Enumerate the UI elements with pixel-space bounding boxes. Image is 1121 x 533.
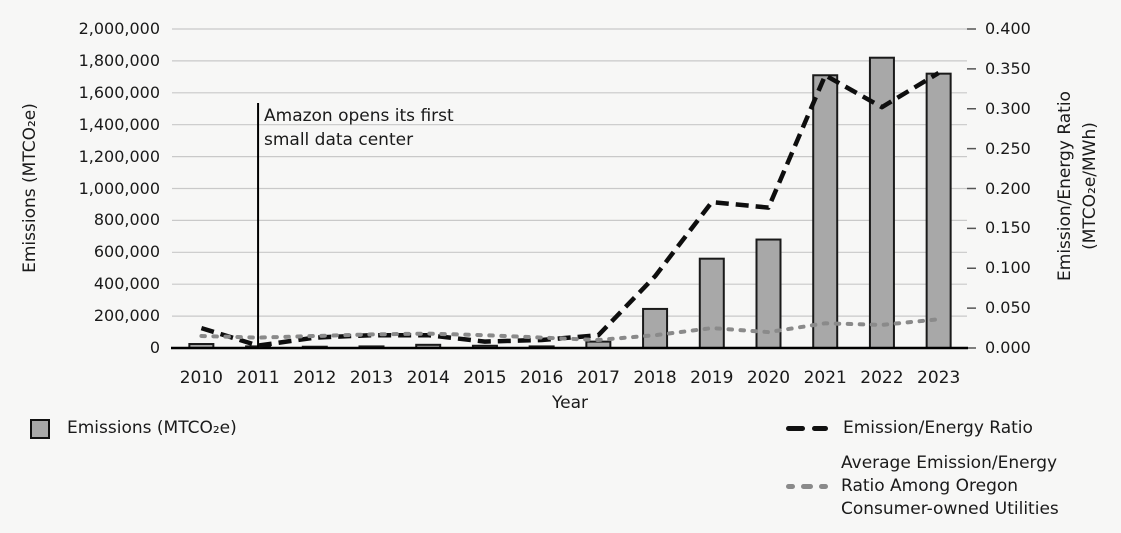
x-tick-label: 2017: [576, 368, 620, 388]
x-tick-label: 2020: [746, 368, 791, 388]
y-left-tick-label: 1,000,000: [78, 178, 160, 198]
y-left-tick-label: 600,000: [93, 242, 160, 262]
x-tick-label: 2019: [690, 368, 734, 388]
y-axis-right-title: Emission/Energy Ratio (MTCO₂e/MWh): [1053, 91, 1103, 281]
x-axis-title: Year: [552, 393, 588, 413]
y-axis-right-title-line1: Emission/Energy Ratio: [1055, 91, 1075, 281]
y-right-tick-label: 0.200: [985, 178, 1031, 198]
x-tick-label: 2011: [236, 368, 280, 388]
y-axis-right-title-line2: (MTCO₂e/MWh): [1080, 122, 1100, 250]
legend-bar-swatch-icon: [30, 418, 50, 439]
y-left-tick-label: 200,000: [93, 306, 160, 326]
y-left-tick-label: 1,800,000: [78, 50, 160, 70]
y-right-tick-label: 0.400: [985, 19, 1031, 38]
y-right-tick-label: 0.250: [985, 138, 1031, 158]
y-left-tick-label: 1,600,000: [78, 82, 160, 102]
y-right-tick-label: 0.050: [985, 298, 1031, 318]
y-right-tick-label: 0.150: [985, 218, 1031, 238]
annotation-line1: Amazon opens its first: [264, 106, 454, 126]
x-tick-label: 2022: [860, 368, 904, 388]
annotation-line2: small data center: [264, 130, 414, 150]
y-left-tick-label: 2,000,000: [78, 19, 160, 38]
x-tick-label: 2015: [463, 368, 507, 388]
bar-2021: [812, 74, 839, 349]
legend-item-emissions: Emissions (MTCO₂e): [30, 417, 237, 440]
legend-black-dashed-line-icon: [786, 425, 828, 432]
bar-2018: [642, 307, 669, 349]
y-left-tick-label: 1,400,000: [78, 114, 160, 134]
legend-gray-dashed-line-icon: [786, 484, 828, 489]
y-left-tick-label: 0: [149, 338, 160, 357]
y-right-tick-label: 0.100: [985, 258, 1031, 278]
legend-label-average-ratio: Average Emission/Energy Ratio Among Oreg…: [841, 453, 1059, 519]
x-tick-label: 2014: [406, 368, 450, 388]
x-tick-label: 2018: [633, 368, 677, 388]
average-ratio-line: [199, 317, 941, 342]
legend-label-emissions: Emissions (MTCO₂e): [67, 418, 237, 438]
y-right-tick-label: 0.350: [985, 58, 1031, 78]
annotation-text: Amazon opens its first small data center: [264, 104, 454, 152]
x-tick-label: 2021: [803, 368, 847, 388]
legend-item-emission-energy-ratio: Emission/Energy Ratio: [786, 417, 1033, 440]
x-tick-label: 2023: [917, 368, 961, 388]
bar-2023: [925, 72, 952, 349]
legend-label-emission-energy-ratio: Emission/Energy Ratio: [843, 418, 1033, 438]
x-tick-label: 2016: [520, 368, 564, 388]
y-axis-left-title: Emissions (MTCO₂e): [20, 103, 40, 273]
y-left-tick-label: 800,000: [93, 210, 160, 230]
y-left-tick-label: 400,000: [93, 274, 160, 294]
legend-item-average-ratio: Average Emission/Energy Ratio Among Oreg…: [786, 452, 1079, 521]
x-tick-label: 2013: [349, 368, 394, 388]
bar-2019: [698, 257, 725, 349]
x-tick-label: 2010: [179, 368, 223, 388]
y-right-tick-label: 0.000: [985, 338, 1031, 357]
x-tick-label: 2012: [293, 368, 337, 388]
y-right-tick-label: 0.300: [985, 98, 1031, 118]
y-left-tick-label: 1,200,000: [78, 146, 160, 166]
